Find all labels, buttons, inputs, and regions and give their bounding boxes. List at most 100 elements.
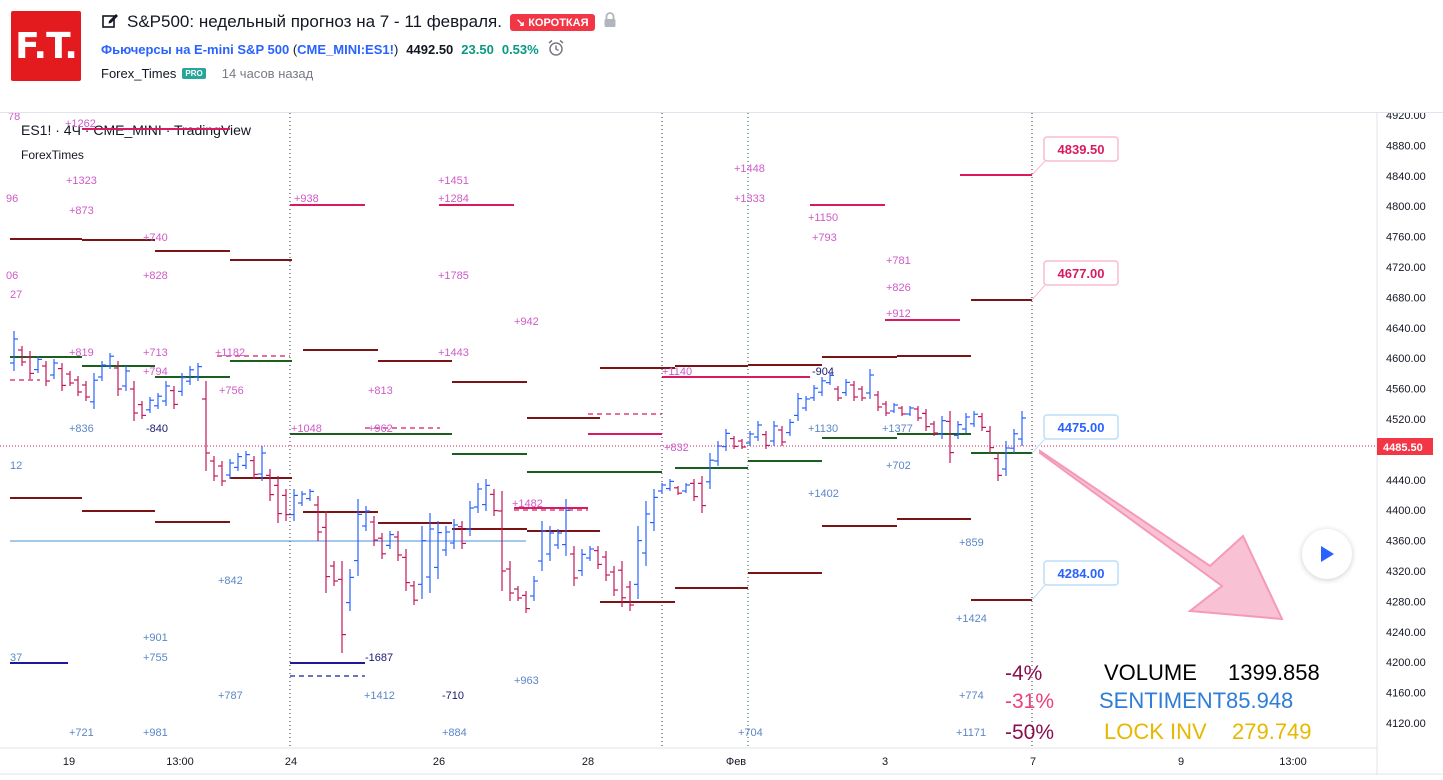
published-time: 14 часов назад <box>221 65 314 81</box>
price-tick: 4760.00 <box>1386 232 1426 244</box>
idea-title: S&P500: недельный прогноз на 7 - 11 февр… <box>127 12 502 31</box>
price-bar <box>370 516 378 546</box>
volume-annotation: +942 <box>514 316 539 328</box>
price-chart[interactable]: 4920.00 4880.00 4840.00 4800.00 4760.00 4720.… <box>0 110 1443 775</box>
price-bar <box>114 361 122 396</box>
price-bar <box>474 483 482 513</box>
volume-annotation: +1785 <box>438 270 469 282</box>
volume-annotation: 96 <box>6 193 18 205</box>
price-bar <box>146 397 154 413</box>
price-bar <box>90 373 98 409</box>
price-bar <box>282 489 290 521</box>
volume-annotation: +1140 <box>662 366 692 378</box>
time-tick: 9 <box>1178 756 1184 768</box>
price-tick: 4640.00 <box>1386 323 1426 335</box>
price-tick: 4280.00 <box>1386 596 1426 608</box>
price-bar <box>602 551 610 581</box>
price-bar <box>522 591 530 613</box>
price-bar <box>1018 411 1026 446</box>
volume-annotation: +756 <box>219 385 244 397</box>
price-bar <box>794 393 802 421</box>
volume-annotation: +962 <box>368 423 393 435</box>
price-bar <box>786 419 794 436</box>
volume-annotation: +1451 <box>438 175 469 187</box>
volume-annotation: +774 <box>959 690 984 702</box>
volume-annotation: +702 <box>886 460 911 472</box>
volume-annotation: +755 <box>143 652 168 664</box>
volume-annotation: +938 <box>294 193 319 205</box>
play-button[interactable] <box>1302 529 1352 579</box>
price-axis: 4920.00 4880.00 4840.00 4800.00 4760.00 4720.… <box>1386 110 1426 730</box>
volume-annotation: +832 <box>664 442 689 454</box>
price-bar <box>218 461 226 486</box>
price-tick: 4680.00 <box>1386 292 1426 304</box>
volume-annotation: +1171 <box>956 727 986 739</box>
volume-value: 1399.858 <box>1228 660 1320 685</box>
price-bar <box>458 521 466 549</box>
stat-pct-1: -4% <box>1005 662 1042 685</box>
price-bar <box>922 409 930 431</box>
author-row: Forex_Times PRO 14 часов назад <box>101 64 313 82</box>
short-arrow <box>1039 449 1284 621</box>
volume-annotation: +1333 <box>734 193 765 205</box>
price-tick: 4520.00 <box>1386 414 1426 426</box>
symbol-link[interactable]: Фьючерсы на E-mini S&P 500 (CME_MINI:ES1… <box>101 41 399 57</box>
price-bar <box>834 386 842 401</box>
volume-annotation: +1048 <box>291 423 322 435</box>
price-bar <box>802 396 810 411</box>
volume-annotation: +781 <box>886 255 911 267</box>
price-bar <box>746 431 754 446</box>
volume-annotation: +1424 <box>956 613 987 625</box>
price-tick: 4880.00 <box>1386 140 1426 152</box>
price-bar <box>810 385 818 401</box>
volume-annotation: -904 <box>812 366 834 378</box>
price-bar <box>442 526 450 556</box>
price-bar <box>682 483 690 493</box>
price-bar <box>170 386 178 409</box>
lock-inv-value: 279.749 <box>1232 719 1312 744</box>
price-bar <box>514 586 522 601</box>
volume-annotation: +1262 <box>65 118 96 130</box>
callout-4839: 4839.50 <box>1058 142 1105 157</box>
price-bar <box>186 366 194 385</box>
volume-annotation: +828 <box>143 270 168 282</box>
price-bar <box>58 363 66 391</box>
volume-annotation: -710 <box>442 690 464 702</box>
stats-panel: -4% -31% -50% VOLUME 1399.858 SENTIMENT … <box>1005 660 1320 744</box>
volume-annotation: +842 <box>218 575 243 587</box>
price-bar <box>338 561 346 653</box>
level-lines <box>10 128 1032 677</box>
price-bar <box>490 489 498 516</box>
volume-annotation: +1377 <box>882 423 913 435</box>
volume-annotations: +1262 +1323 +873 +740 +828 +819 +713 +794 +836 -8… <box>6 111 987 739</box>
chart-area[interactable]: 4920.00 4880.00 4840.00 4800.00 4760.00 4720.… <box>0 110 1443 775</box>
price-tick: 4360.00 <box>1386 536 1426 548</box>
price-bar <box>674 486 682 495</box>
price-tick: 4160.00 <box>1386 688 1426 700</box>
lock-inv-label: LOCK INV <box>1104 719 1207 744</box>
price-tick: 4440.00 <box>1386 475 1426 487</box>
price-bar <box>394 531 402 561</box>
price-bar <box>626 581 634 611</box>
price-bar <box>154 393 162 409</box>
price-bar <box>210 456 218 481</box>
price-bar <box>554 529 562 549</box>
volume-annotation: +1443 <box>438 347 469 359</box>
alarm-clock-icon[interactable] <box>547 39 565 60</box>
volume-annotation: +859 <box>959 537 984 549</box>
volume-annotation: +713 <box>143 347 168 359</box>
price-bar <box>234 453 242 471</box>
price-bar <box>586 546 594 561</box>
volume-annotation: +1182 <box>215 347 245 359</box>
price-bar <box>498 491 506 591</box>
author-link[interactable]: Forex_Times <box>101 65 177 81</box>
time-tick: 24 <box>285 756 297 768</box>
price-tick: 4840.00 <box>1386 171 1426 183</box>
price-tick: 4920.00 <box>1386 113 1426 122</box>
price-bar <box>242 451 250 469</box>
volume-annotation: +826 <box>886 282 911 294</box>
volume-annotation: +1412 <box>364 690 395 702</box>
price-bar <box>130 381 138 421</box>
callout-4475: 4475.00 <box>1058 420 1105 435</box>
price-bar <box>898 406 906 416</box>
